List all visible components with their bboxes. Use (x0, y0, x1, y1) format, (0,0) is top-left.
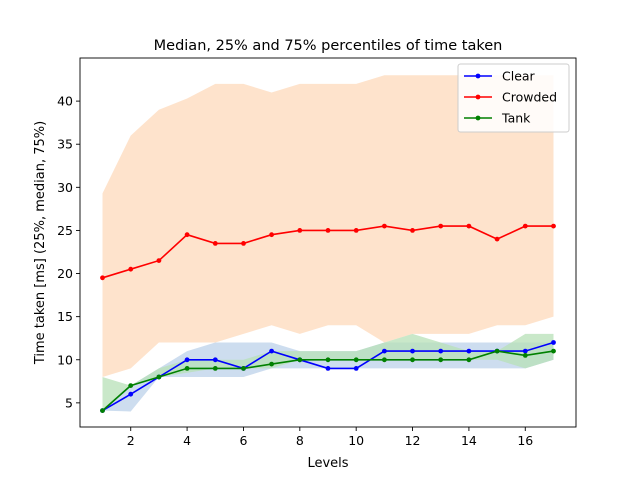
y-tick-label: 35 (57, 137, 73, 152)
clear-median-point (184, 357, 190, 363)
crowded-median-point (100, 275, 105, 281)
tank-median-point (466, 357, 472, 363)
tank-median-point (494, 348, 500, 354)
crowded-median-point (269, 232, 274, 238)
crowded-median-point (494, 236, 500, 242)
legend-box (457, 63, 570, 133)
tank-median-point (522, 353, 528, 358)
clear-median-point (128, 391, 134, 397)
x-tick-label: 2 (127, 433, 135, 448)
tank-median-point (325, 357, 331, 363)
crowded-legend-marker (475, 94, 481, 100)
tank-median-point (241, 366, 246, 371)
x-axis: 2 4 6 8 10 12 14 16 (127, 427, 533, 448)
y-tick-label: 10 (57, 352, 73, 367)
median-lines (100, 223, 556, 413)
y-axis-label: Time taken [ms] (25%, median, 75%) (33, 121, 48, 365)
tank-median-point (156, 374, 162, 380)
y-tick-label: 30 (57, 180, 73, 195)
x-tick-label: 14 (461, 433, 477, 448)
crowded-median-point (128, 266, 134, 272)
clear-median-point (212, 357, 218, 363)
crowded-median-point (325, 228, 331, 233)
crowded-median-point (297, 228, 303, 233)
crowded-median-point (522, 223, 528, 229)
chart-title: Median, 25% and 75% percentiles of time … (154, 38, 503, 54)
crowded-median-point (410, 228, 415, 233)
x-tick-label: 6 (239, 433, 247, 448)
crowded-median-point (382, 223, 387, 229)
y-tick-label: 15 (57, 309, 73, 324)
tank-legend-label: Tank (501, 111, 531, 126)
clear-median-point (522, 348, 528, 354)
crowded-legend-label: Crowded (502, 90, 557, 105)
crowded-median-point (241, 241, 246, 246)
legend: Clear Crowded Tank (457, 63, 570, 133)
clear-median-point (353, 366, 359, 371)
clear-median-point (466, 348, 472, 354)
tank-median-point (184, 366, 190, 371)
crowded-percentile-band (102, 75, 554, 377)
clear-median-point (269, 348, 274, 354)
x-tick-label: 10 (348, 433, 364, 448)
plot-frame (79, 57, 577, 428)
tank-median-point (410, 357, 415, 363)
tank-median-point (100, 408, 105, 413)
tank-median-point (353, 357, 359, 363)
crowded-median-point (551, 223, 556, 229)
tank-median-point (551, 348, 556, 354)
clear-median-point (410, 348, 415, 354)
tank-median-point (438, 357, 444, 363)
clear-legend-label: Clear (502, 69, 536, 84)
x-tick-label: 16 (517, 433, 533, 448)
crowded-median-point (438, 223, 444, 229)
y-tick-label: 40 (57, 94, 73, 109)
x-tick-label: 8 (296, 433, 304, 448)
tank-median-point (212, 366, 218, 371)
crowded-median-point (212, 241, 218, 246)
crowded-median-point (156, 258, 162, 263)
tank-median-point (382, 357, 387, 363)
y-axis: 5 10 15 20 25 30 35 40 (57, 94, 80, 410)
crowded-median-point (184, 232, 190, 238)
crowded-median-point (353, 228, 359, 233)
crowded-median-point (466, 223, 472, 229)
clear-median-point (551, 340, 556, 345)
y-tick-label: 20 (57, 266, 73, 281)
x-tick-label: 4 (183, 433, 191, 448)
clear-median-point (438, 348, 444, 354)
tank-median-point (269, 361, 274, 367)
y-tick-label: 25 (57, 223, 73, 238)
clear-median-point (325, 366, 331, 371)
clear-legend-marker (475, 73, 481, 79)
tank-median-point (128, 383, 134, 388)
clear-median-point (382, 348, 387, 354)
tank-median-point (297, 357, 303, 363)
y-tick-label: 5 (65, 395, 73, 410)
tank-legend-marker (475, 115, 481, 121)
x-tick-label: 12 (405, 433, 421, 448)
x-axis-label: Levels (307, 456, 348, 471)
